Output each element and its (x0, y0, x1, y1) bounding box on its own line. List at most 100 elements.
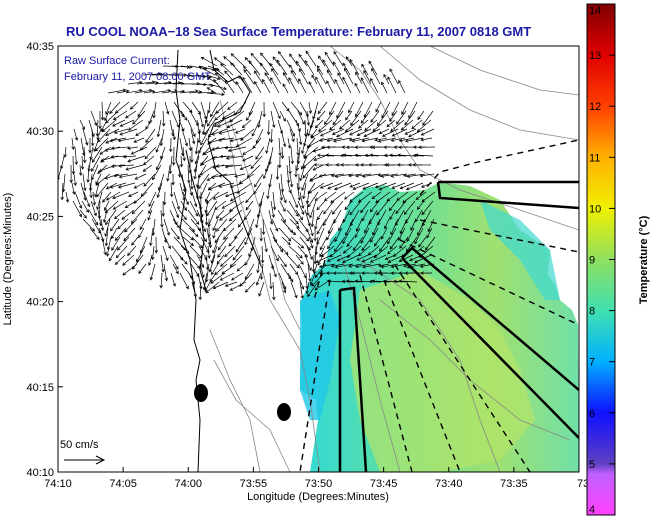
current-vector (119, 128, 138, 136)
current-vector (318, 137, 334, 142)
current-vector (170, 227, 180, 240)
current-vector (125, 164, 144, 171)
current-vector (104, 227, 109, 247)
current-vector (389, 153, 407, 157)
current-vector (229, 182, 244, 189)
current-vector (134, 88, 153, 94)
current-vector (411, 119, 423, 130)
current-vector (308, 101, 313, 114)
current-vector (295, 254, 304, 265)
current-vector (270, 110, 276, 128)
current-vector (270, 245, 279, 262)
current-vector (384, 254, 396, 261)
current-vector (272, 56, 281, 67)
current-vector (340, 153, 353, 158)
current-vector (102, 191, 112, 203)
current-vector (381, 81, 388, 94)
current-vector (296, 182, 302, 201)
current-vector (191, 191, 198, 208)
current-vector (73, 128, 79, 141)
current-vector (218, 128, 237, 135)
current-vector (90, 128, 95, 147)
current-vector (334, 78, 343, 94)
current-vector (342, 153, 362, 157)
current-vector (342, 227, 352, 245)
current-vector (214, 110, 227, 121)
current-vector (244, 281, 256, 293)
current-vector (109, 101, 121, 115)
current-vector (317, 209, 324, 221)
current-vector (269, 128, 274, 143)
current-vector (350, 209, 360, 227)
current-vector (127, 119, 144, 131)
current-vector (122, 254, 135, 266)
current-vector (124, 200, 137, 208)
current-vector (261, 218, 266, 236)
current-vector (111, 227, 118, 240)
current-vector (386, 191, 400, 202)
current-vector (307, 263, 312, 282)
current-vector (371, 279, 391, 283)
current-vector (178, 254, 188, 265)
current-vector (320, 245, 335, 258)
current-vector (415, 245, 425, 254)
current-vector (198, 110, 205, 128)
current-vector (318, 119, 333, 132)
current-vector (161, 89, 178, 94)
current-vector (154, 236, 159, 254)
current-vector (399, 218, 408, 235)
current-vector (230, 62, 243, 76)
current-vector (218, 173, 237, 178)
current-vector (404, 128, 417, 135)
current-vector (217, 119, 234, 128)
colorbar-tick-label: 10 (589, 203, 601, 215)
current-vector (325, 153, 344, 157)
current-vector (280, 128, 287, 148)
current-vector (296, 137, 300, 157)
current-vector (352, 182, 370, 191)
current-vector (206, 87, 217, 94)
current-vector (349, 182, 361, 188)
current-vector (114, 209, 126, 220)
current-vector (212, 227, 217, 239)
current-vector (427, 218, 435, 233)
current-vector (245, 191, 256, 204)
current-vector (271, 263, 277, 278)
current-vector (110, 218, 120, 232)
current-vector (217, 236, 229, 251)
current-vector (299, 191, 305, 209)
current-vector (305, 227, 314, 244)
current-vector (242, 146, 256, 155)
current-vector (319, 128, 336, 137)
current-vector (279, 245, 289, 256)
current-vector (419, 263, 435, 268)
current-vector (210, 272, 226, 284)
current-vector (406, 227, 415, 242)
current-vector (272, 236, 283, 253)
current-vector (338, 119, 351, 130)
current-vector (380, 173, 399, 178)
current-vector (369, 254, 387, 263)
current-vector (71, 155, 76, 175)
current-vector (171, 173, 175, 186)
current-vector (270, 200, 276, 219)
current-vector (302, 155, 317, 169)
current-vector (422, 209, 432, 227)
current-vector (213, 79, 226, 94)
current-vector (268, 209, 274, 225)
current-vector (97, 164, 108, 175)
current-vector (86, 164, 90, 183)
current-vector (72, 200, 82, 218)
current-vector (418, 145, 436, 150)
current-vector (272, 101, 281, 120)
current-vector (152, 164, 162, 181)
current-vector (182, 146, 186, 162)
current-vector (334, 182, 352, 191)
current-vector (225, 191, 238, 198)
current-vector (289, 128, 295, 143)
current-vector (401, 245, 416, 258)
current-vector (180, 110, 188, 121)
current-vector (396, 110, 407, 125)
current-vector (189, 245, 203, 259)
current-vector (347, 173, 363, 178)
